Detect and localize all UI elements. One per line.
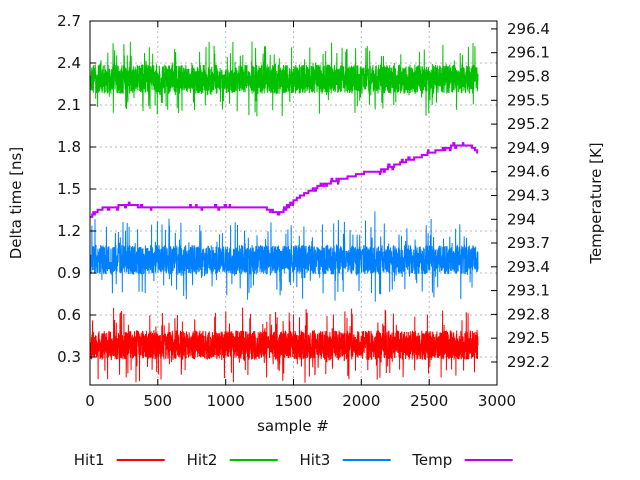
legend-line-swatch-temp xyxy=(464,459,513,461)
legend-label-hit2: Hit2 xyxy=(186,451,218,469)
legend-label-hit1: Hit1 xyxy=(73,451,105,469)
y-right-tick-label: 293.4 xyxy=(507,258,550,276)
x-tick-label: 0 xyxy=(85,392,95,410)
series-hit2 xyxy=(89,41,479,117)
y-right-tick-label: 296.1 xyxy=(507,44,550,62)
legend-item-hit2: Hit2 xyxy=(187,451,278,469)
y-axis-label-left: Delta time [ns] xyxy=(7,146,25,260)
x-tick-label: 1500 xyxy=(274,392,312,410)
legend-item-hit1: Hit1 xyxy=(74,451,165,469)
legend-item-temp: Temp xyxy=(412,451,513,469)
y-axis-label-right: Temperature [K] xyxy=(587,142,605,264)
y-right-tick-label: 294.6 xyxy=(507,163,550,181)
y-left-tick-label: 2.7 xyxy=(57,12,81,30)
y-right-tick-label: 292.2 xyxy=(507,353,550,371)
y-right-tick-label: 292.5 xyxy=(507,329,550,347)
y-left-tick-label: 0.3 xyxy=(57,348,81,366)
y-right-tick-label: 295.5 xyxy=(507,91,550,109)
y-right-tick-label: 296.4 xyxy=(507,20,550,38)
y-left-tick-label: 1.2 xyxy=(57,222,81,240)
x-tick-label: 2500 xyxy=(410,392,448,410)
y-left-tick-label: 1.5 xyxy=(57,180,81,198)
y-right-tick-label: 292.8 xyxy=(507,305,550,323)
y-left-tick-label: 2.4 xyxy=(57,54,81,72)
x-axis-label: sample # xyxy=(257,417,329,435)
legend-item-hit3: Hit3 xyxy=(299,451,391,469)
y-right-tick-label: 295.8 xyxy=(507,68,550,86)
series-hit3 xyxy=(89,211,479,302)
legend: Hit1 Hit2 Hit3 Temp xyxy=(74,451,513,469)
legend-line-swatch-hit1 xyxy=(116,459,165,461)
series-temp xyxy=(90,142,479,218)
y-right-tick-label: 293.7 xyxy=(507,234,550,252)
y-left-tick-label: 2.1 xyxy=(57,96,81,114)
series-hit1 xyxy=(89,307,479,383)
x-tick-label: 3000 xyxy=(478,392,516,410)
y-right-tick-label: 294.9 xyxy=(507,139,550,157)
y-left-tick-label: 0.9 xyxy=(57,264,81,282)
y-left-tick-label: 1.8 xyxy=(57,138,81,156)
y-right-tick-label: 293.1 xyxy=(507,282,550,300)
y-left-tick-label: 0.6 xyxy=(57,306,81,324)
x-tick-label: 500 xyxy=(143,392,172,410)
legend-line-swatch-hit2 xyxy=(229,459,278,461)
legend-line-swatch-hit3 xyxy=(342,459,391,461)
y-right-tick-label: 294 xyxy=(507,210,536,228)
x-tick-label: 2000 xyxy=(342,392,380,410)
y-right-tick-label: 294.3 xyxy=(507,187,550,205)
x-tick-label: 1000 xyxy=(207,392,245,410)
legend-label-hit3: Hit3 xyxy=(299,451,331,469)
y-right-tick-label: 295.2 xyxy=(507,115,550,133)
legend-label-temp: Temp xyxy=(412,451,453,469)
